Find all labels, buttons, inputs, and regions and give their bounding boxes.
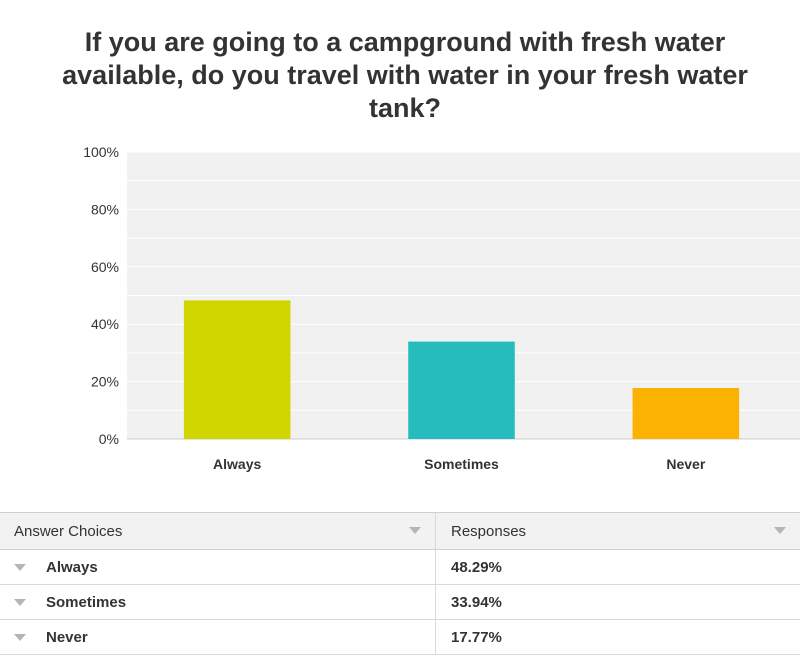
x-tick-label: Always — [213, 456, 261, 472]
table-header-row: Answer Choices Responses — [0, 513, 800, 550]
answer-choice-label: Never — [46, 628, 88, 646]
chevron-down-icon[interactable] — [14, 598, 26, 606]
answer-choice-label: Sometimes — [46, 593, 127, 611]
bars — [183, 300, 740, 439]
chevron-down-icon[interactable] — [14, 633, 26, 641]
chevron-down-icon[interactable] — [409, 527, 421, 534]
answer-choice-label: Always — [46, 558, 98, 576]
response-cell: 17.77% — [451, 628, 502, 646]
header-answer-choices-label: Answer Choices — [14, 522, 123, 540]
bar-sometimes[interactable] — [408, 341, 515, 439]
x-axis-ticks: Always Sometimes Never — [213, 456, 706, 472]
header-responses[interactable]: Responses — [436, 513, 800, 549]
table-row: Never 17.77% — [0, 620, 800, 655]
answer-choice-cell: Sometimes — [0, 585, 436, 619]
chevron-down-icon[interactable] — [774, 527, 786, 534]
x-tick-label: Never — [666, 456, 705, 472]
y-tick-label: 100% — [83, 144, 119, 160]
y-tick-label: 80% — [91, 201, 119, 217]
chart-title: If you are going to a campground with fr… — [62, 27, 748, 123]
y-tick-label: 20% — [91, 374, 119, 390]
y-axis-ticks: 0% 20% 40% 60% 80% 100% — [83, 144, 119, 447]
answer-choice-cell: Always — [0, 550, 436, 584]
y-tick-label: 40% — [91, 316, 119, 332]
responses-table: Answer Choices Responses Always 48.29% S… — [0, 512, 800, 655]
bar-never[interactable] — [632, 388, 740, 439]
bar-always[interactable] — [183, 300, 291, 439]
bar-chart: 0% 20% 40% 60% 80% 100% Always Sometimes Never — [83, 144, 800, 472]
chevron-down-icon[interactable] — [14, 563, 26, 571]
table-row: Sometimes 33.94% — [0, 585, 800, 620]
answer-choice-cell: Never — [0, 620, 436, 654]
header-responses-label: Responses — [451, 522, 527, 540]
response-cell: 33.94% — [451, 593, 502, 611]
response-cell: 48.29% — [451, 558, 502, 576]
table-row: Always 48.29% — [0, 550, 800, 585]
x-tick-label: Sometimes — [424, 456, 499, 472]
y-tick-label: 60% — [91, 259, 119, 275]
y-tick-label: 0% — [99, 431, 119, 447]
header-answer-choices[interactable]: Answer Choices — [0, 513, 436, 549]
